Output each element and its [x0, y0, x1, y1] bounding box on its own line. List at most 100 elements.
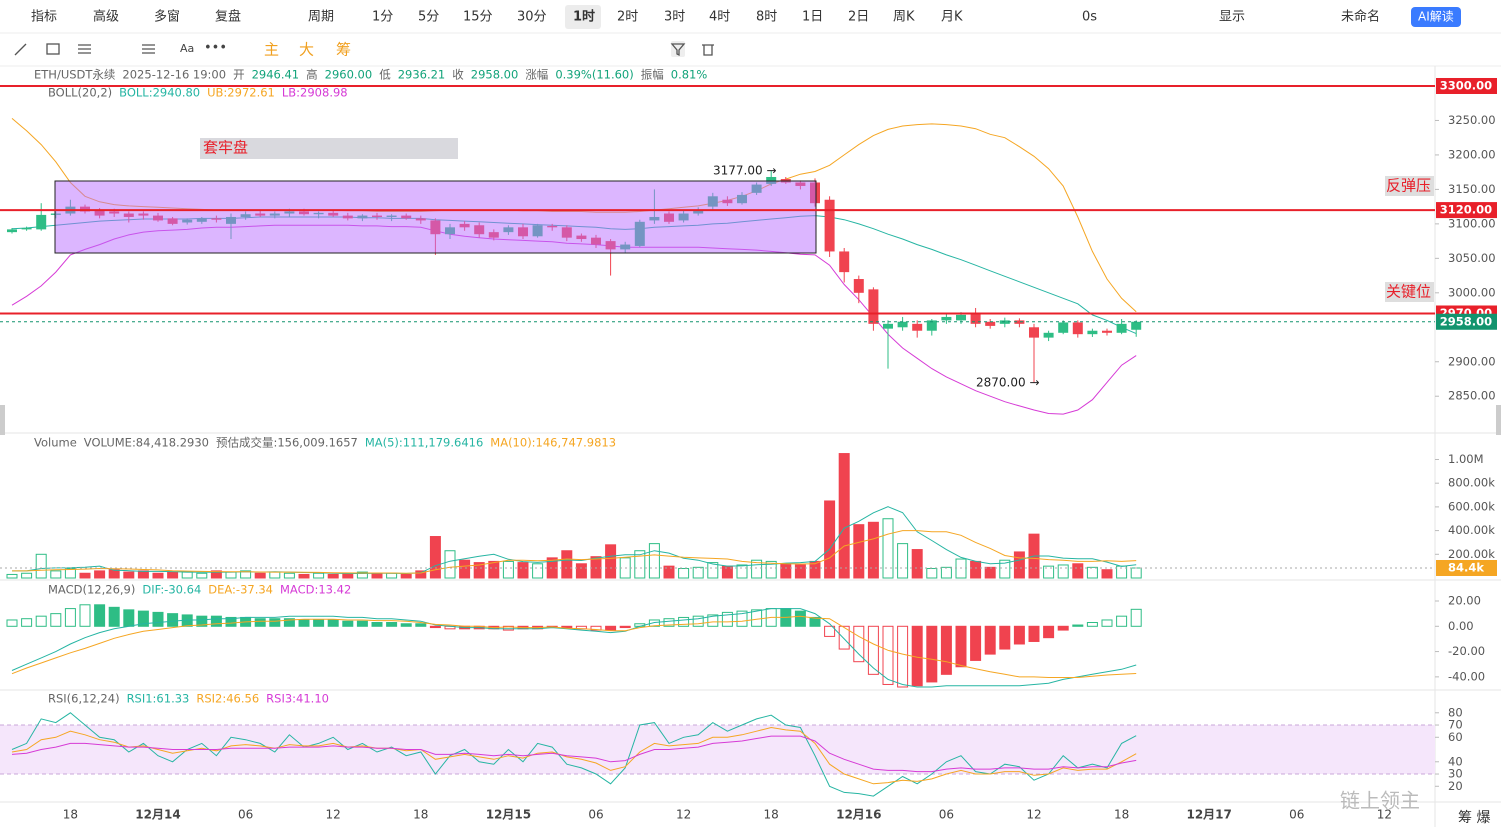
volume-bar — [152, 572, 164, 579]
macd-bar — [619, 625, 631, 629]
drawing-mode[interactable]: 筹 — [336, 41, 351, 59]
macd-bar — [940, 625, 952, 675]
macd-bar — [298, 619, 310, 627]
volume-bar — [429, 536, 441, 579]
volume-bar — [1072, 563, 1084, 579]
x-tick-label: 12月15 — [486, 808, 531, 822]
volume-bar — [386, 572, 398, 579]
volume-bar — [6, 573, 18, 579]
volume-bar — [459, 559, 471, 579]
candle-body — [883, 323, 893, 329]
y-tick-label: 3250.00 — [1448, 113, 1496, 127]
x-tick-label: 06 — [1289, 808, 1304, 822]
volume-bar — [546, 557, 558, 579]
toolbar-item[interactable]: 多窗 — [154, 9, 180, 25]
x-tick-label: 12 — [676, 808, 691, 822]
volume-bar — [79, 572, 91, 579]
y-tick-label: 3100.00 — [1448, 216, 1496, 230]
toolbar-item[interactable]: AI解读 — [1418, 10, 1454, 24]
annotation-text: 关键位 — [1386, 283, 1431, 301]
toolbar-item[interactable]: 3时 — [664, 10, 685, 25]
low-marker: 2870.00 → — [976, 376, 1040, 390]
macd-bar — [313, 619, 325, 627]
toolbar-item[interactable]: 复盘 — [215, 9, 241, 25]
toolbar-item[interactable]: 4时 — [709, 10, 730, 25]
toolbar-item[interactable]: 未命名 — [1341, 9, 1380, 25]
macd-bar — [386, 621, 398, 627]
macd-bar — [1013, 625, 1025, 645]
parallel-tool[interactable] — [142, 44, 155, 54]
candle-body — [941, 316, 952, 321]
toolbar-item[interactable]: 月K — [941, 10, 963, 25]
legend-text: DIF:-30.64 — [142, 583, 201, 597]
candle-body — [824, 199, 835, 252]
x-tick-label: 12月16 — [836, 808, 881, 822]
toolbar-item[interactable]: 2时 — [617, 10, 638, 25]
macd-bar — [678, 616, 690, 627]
price-label: 3120.00 — [1440, 203, 1492, 217]
drawing-mode[interactable]: 大 — [299, 41, 314, 59]
annotation-text: 反弹压 — [1386, 177, 1431, 195]
macd-bar — [269, 618, 281, 627]
more-tool[interactable]: ••• — [204, 41, 227, 56]
volume-bar — [313, 572, 325, 579]
indicator-line — [11, 735, 1137, 773]
filter-tool[interactable] — [670, 43, 686, 57]
toolbar-item[interactable]: 0s — [1082, 10, 1097, 25]
line-tool[interactable] — [14, 43, 27, 56]
annotation-bg — [1385, 176, 1434, 196]
volume-bar — [853, 524, 865, 579]
indicator-line — [12, 530, 1137, 574]
macd-bar — [926, 625, 938, 683]
toolbar-item[interactable]: 30分 — [517, 10, 547, 25]
toolbar-item[interactable]: 1时 — [573, 9, 595, 25]
drawing-mode[interactable]: 主 — [264, 41, 279, 59]
candle-body — [912, 323, 923, 331]
toolbar-item[interactable]: 15分 — [463, 10, 493, 25]
candle-body — [1029, 327, 1039, 338]
scroll-handle[interactable] — [1496, 405, 1501, 435]
toolbar-item[interactable]: 周K — [893, 10, 915, 25]
volume-bar — [824, 500, 836, 579]
legend-text: MA(10):146,747.9813 — [490, 436, 616, 450]
toolbar-item[interactable]: 周期 — [308, 10, 334, 25]
macd-bar — [707, 614, 719, 627]
corner-text[interactable]: 筹 爆 — [1458, 809, 1490, 826]
volume-bar — [663, 565, 675, 579]
macd-bar — [79, 604, 91, 627]
volume-bar — [751, 559, 763, 579]
toolbar-item[interactable]: 5分 — [418, 10, 439, 25]
legend-text: VOLUME:84,418.2930 — [84, 436, 209, 450]
legend-text: 预估成交量:156,009.1657 — [216, 436, 358, 450]
toolbar-item[interactable]: 1日 — [802, 10, 823, 25]
ai-button-bg[interactable] — [1411, 7, 1461, 27]
volume-bar — [911, 549, 923, 579]
toolbar-item[interactable]: 2日 — [848, 10, 869, 25]
indicator-line — [12, 506, 1137, 575]
scroll-handle[interactable] — [0, 405, 5, 435]
volume-bar — [64, 568, 76, 579]
volume-bar — [590, 556, 602, 579]
rect-tool[interactable] — [46, 43, 60, 55]
y-tick-label: 20 — [1448, 779, 1463, 793]
candle-body — [1043, 332, 1054, 338]
volume-bar — [882, 518, 894, 579]
macd-bar — [867, 625, 879, 675]
x-tick-label: 12 — [326, 808, 341, 822]
volume-bar — [21, 572, 33, 579]
toolbar-item[interactable]: 高级 — [93, 9, 119, 25]
macd-bar — [590, 625, 602, 631]
y-tick-label: -40.00 — [1448, 669, 1485, 683]
annotation-bg — [200, 138, 458, 159]
toolbar-item[interactable]: 显示 — [1219, 10, 1245, 25]
toolbar-item[interactable]: 指标 — [31, 10, 57, 25]
text-tool[interactable]: Aa — [180, 42, 194, 55]
delete-tool[interactable] — [702, 44, 714, 56]
indicator-line — [11, 608, 1137, 688]
candle-body — [970, 313, 981, 324]
selected-period-bg — [565, 5, 601, 29]
toolbar-item[interactable]: 1分 — [372, 10, 393, 25]
toolbar-item[interactable]: 8时 — [756, 10, 777, 25]
hline-tool[interactable] — [78, 44, 91, 54]
